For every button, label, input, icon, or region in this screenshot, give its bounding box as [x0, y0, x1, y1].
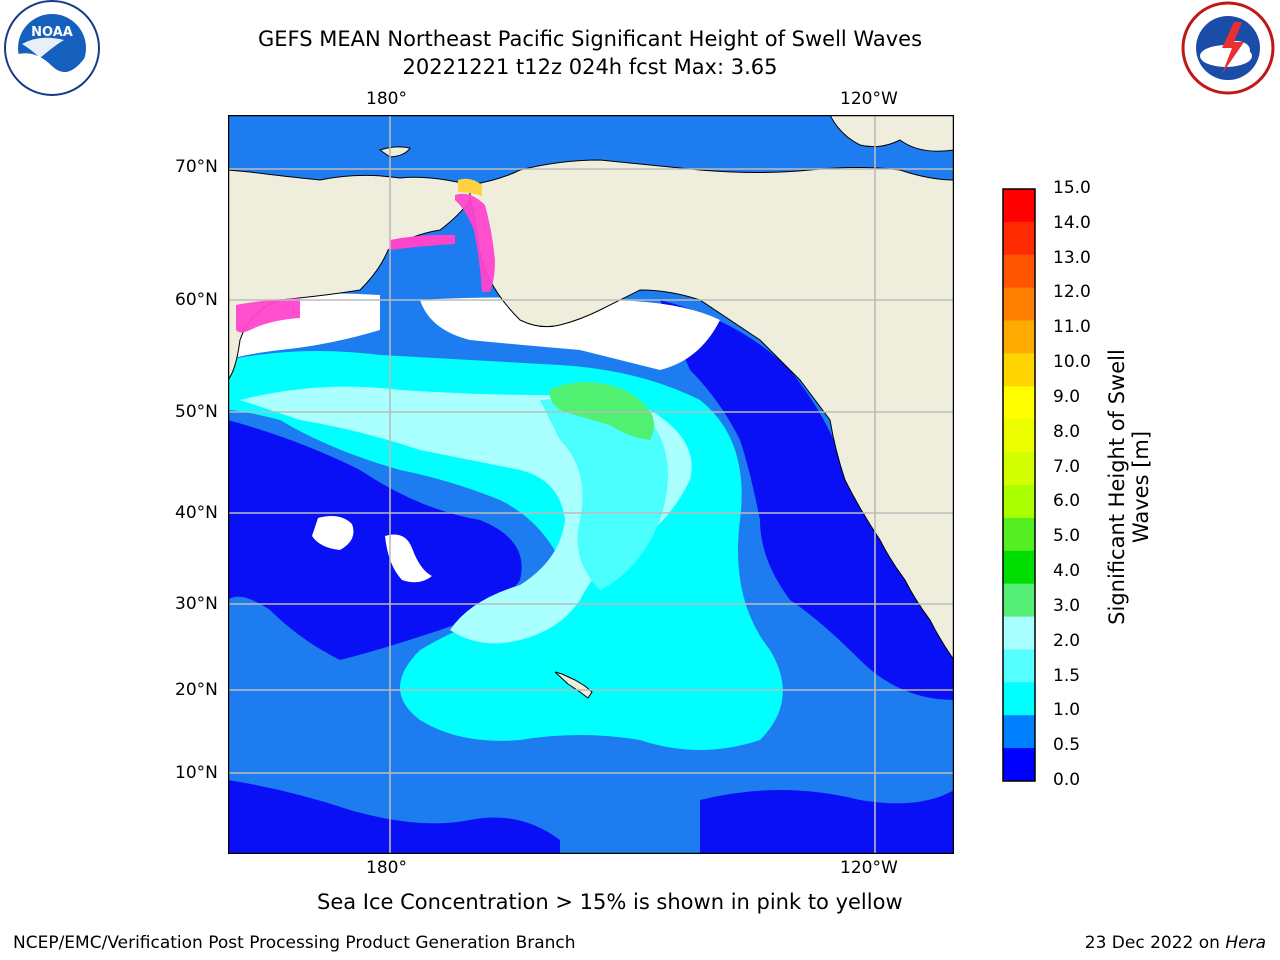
footer-date: 23 Dec 2022 on Hera	[1085, 933, 1266, 953]
no-data-area-2	[385, 534, 432, 583]
land-arctic-islands	[829, 115, 954, 152]
colorbar-tick-label: 3.0	[1053, 595, 1081, 616]
colorbar-tick-label: 5.0	[1053, 526, 1081, 547]
colorbar-tick-label: 15.0	[1053, 178, 1091, 198]
lat-label-10n: 10°N	[175, 763, 218, 783]
lon-label-top-120w: 120°W	[840, 89, 898, 109]
sea-ice-note: Sea Ice Concentration > 15% is shown in …	[317, 890, 903, 914]
green-max-patch	[549, 382, 654, 440]
colorbar-block	[1003, 649, 1035, 683]
colorbar-tick-label: 7.0	[1053, 456, 1081, 477]
colorbar-block	[1003, 189, 1035, 223]
deep-swell-south	[228, 780, 560, 854]
colorbar-blocks	[1003, 189, 1035, 782]
colorbar-tick-label: 14.0	[1053, 212, 1091, 233]
sea-ice-bering	[236, 298, 300, 333]
colorbar-label: Significant Height of Swell Waves [m]	[1105, 349, 1153, 625]
colorbar-block	[1003, 485, 1035, 519]
footer-credit: NCEP/EMC/Verification Post Processing Pr…	[13, 933, 576, 953]
lat-label-70n: 70°N	[175, 157, 218, 177]
colorbar-tick-label: 8.0	[1053, 421, 1081, 442]
colorbar-tick-label: 1.0	[1053, 700, 1081, 721]
colorbar-tick-label: 9.0	[1053, 386, 1081, 407]
colorbar-block	[1003, 287, 1035, 322]
no-data-area-4	[420, 297, 720, 370]
colorbar-tick-label: 2.0	[1053, 630, 1081, 651]
colorbar-block	[1003, 616, 1035, 650]
colorbar-block	[1003, 386, 1035, 420]
sea-ice-yellow-edge	[458, 178, 482, 196]
colorbar-block	[1003, 221, 1035, 256]
colorbar-tick-label: 0.0	[1053, 770, 1081, 790]
sea-ice-chukchi	[390, 234, 455, 250]
lat-label-30n: 30°N	[175, 594, 218, 614]
map-graticule	[228, 115, 954, 854]
colorbar-block	[1003, 517, 1035, 552]
lon-label-top-180: 180°	[366, 89, 407, 109]
colorbar-tick-label: 13.0	[1053, 247, 1091, 268]
colorbar-tick-label: 10.0	[1053, 352, 1091, 373]
land-alaska-canada	[469, 159, 954, 661]
deep-swell-west	[228, 420, 522, 660]
lon-label-bottom-120w: 120°W	[840, 858, 898, 878]
lon-label-bottom-180: 180°	[366, 858, 407, 878]
deep-swell-se	[700, 790, 954, 854]
lat-label-50n: 50°N	[175, 402, 218, 422]
colorbar-block	[1003, 550, 1035, 585]
footer-date-text: 23 Dec 2022 on	[1084, 933, 1226, 953]
map-border	[228, 115, 954, 854]
lat-label-20n: 20°N	[175, 680, 218, 700]
colorbar-block	[1003, 748, 1035, 782]
colorbar-block	[1003, 715, 1035, 749]
deep-swell-east	[660, 300, 954, 700]
colorbar-tick-label: 0.5	[1053, 735, 1081, 756]
no-data-area-1	[312, 516, 354, 550]
noaa-logo: NOAA	[4, 0, 100, 96]
lat-label-60n: 60°N	[175, 290, 218, 310]
colorbar-block	[1003, 583, 1035, 618]
land-hawaii	[554, 671, 593, 699]
colorbar-block	[1003, 254, 1035, 289]
lat-label-40n: 40°N	[175, 503, 218, 523]
colorbar	[1002, 188, 1036, 782]
colorbar-block	[1003, 353, 1035, 387]
aqua-band	[540, 399, 668, 590]
sea-ice-norton	[455, 193, 495, 292]
colorbar-block	[1003, 452, 1035, 486]
colorbar-block	[1003, 682, 1035, 716]
map-panel	[228, 115, 954, 854]
nws-logo	[1181, 1, 1275, 95]
colorbar-tick-label: 12.0	[1053, 282, 1091, 303]
colorbar-tick-label: 11.0	[1053, 317, 1091, 338]
footer-machine: Hera	[1225, 933, 1266, 953]
chart-title: GEFS MEAN Northeast Pacific Significant …	[257, 27, 923, 51]
noaa-logo-text: NOAA	[31, 25, 73, 40]
colorbar-tick-label: 6.0	[1053, 491, 1081, 512]
colorbar-tick-label: 4.0	[1053, 561, 1081, 582]
colorbar-block	[1003, 320, 1035, 354]
colorbar-block	[1003, 419, 1035, 453]
chart-subtitle: 20221221 t12z 024h fcst Max: 3.65	[402, 55, 778, 79]
colorbar-tick-label: 1.5	[1053, 665, 1081, 686]
